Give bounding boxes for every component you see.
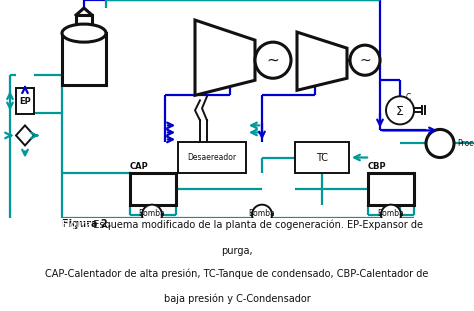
Bar — [178, 142, 246, 173]
Text: Figura 2. Esquema modificado de la planta de cogeneración. EP-Expansor de: Figura 2. Esquema modificado de la plant… — [62, 220, 437, 230]
Circle shape — [350, 45, 380, 75]
Circle shape — [386, 96, 414, 124]
Text: Desaereador: Desaereador — [187, 153, 237, 162]
Text: Figura 2.: Figura 2. — [62, 220, 111, 230]
Circle shape — [426, 129, 454, 157]
Ellipse shape — [62, 24, 106, 42]
Bar — [295, 142, 349, 173]
Circle shape — [252, 205, 272, 225]
Text: CAP-Calentador de alta presión, TC-Tanque de condensado, CBP-Calentador de: CAP-Calentador de alta presión, TC-Tanqu… — [46, 268, 428, 279]
Text: ~: ~ — [359, 53, 371, 67]
Text: Bomba: Bomba — [249, 209, 275, 218]
Bar — [368, 173, 414, 205]
Text: C: C — [405, 93, 410, 102]
Text: EP: EP — [19, 97, 31, 106]
Bar — [76, 15, 92, 33]
Text: purga,: purga, — [221, 246, 253, 256]
Text: Σ: Σ — [396, 105, 404, 118]
Circle shape — [381, 205, 401, 225]
Circle shape — [255, 42, 291, 78]
Text: ~: ~ — [266, 53, 279, 68]
Circle shape — [142, 205, 162, 225]
Text: Bomba: Bomba — [378, 209, 404, 218]
Text: baja presión y C-Condensador: baja presión y C-Condensador — [164, 293, 310, 304]
Polygon shape — [16, 125, 34, 146]
Text: CBP: CBP — [368, 162, 387, 171]
Text: Bomba: Bomba — [138, 209, 165, 218]
Polygon shape — [297, 32, 347, 90]
Text: Proceso: Proceso — [457, 139, 474, 148]
Bar — [130, 173, 176, 205]
Bar — [16, 88, 34, 114]
Text: CAP: CAP — [130, 162, 149, 171]
Polygon shape — [195, 20, 255, 95]
Text: TC: TC — [316, 152, 328, 163]
Bar — [62, 33, 106, 85]
Text: Esquema modificado de la planta de cogeneración. EP-Expansor de: Esquema modificado de la planta de cogen… — [62, 220, 423, 230]
